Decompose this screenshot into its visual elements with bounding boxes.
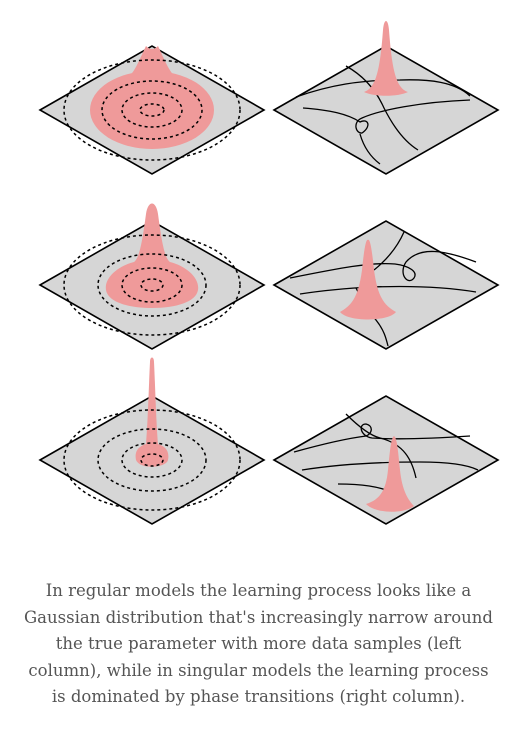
distribution-base (105, 203, 199, 308)
distribution-peak (124, 46, 180, 80)
row-1-left-panel (38, 45, 266, 175)
contour-outer (63, 234, 241, 336)
loss-curve (301, 461, 479, 471)
contour-center (140, 453, 164, 467)
contour-middle (97, 428, 207, 492)
distribution-base (90, 71, 214, 149)
loss-curve (293, 423, 471, 453)
row-2-right-panel (272, 220, 500, 350)
row-3-left-panel (38, 357, 266, 525)
loss-curve (345, 413, 417, 479)
contour-inner (121, 267, 183, 303)
figure (38, 21, 500, 525)
contour-middle (97, 253, 207, 317)
row-3-right-panel (272, 395, 500, 525)
row-2-left-panel (38, 203, 266, 350)
contour-center (140, 278, 164, 292)
distribution-spike (366, 436, 414, 512)
distribution-spike (340, 239, 396, 320)
contour-middle (101, 80, 203, 140)
contour-inner (121, 92, 183, 128)
contour-inner (121, 442, 183, 478)
contour-outer (63, 59, 241, 161)
singular-model-plane (272, 220, 500, 350)
row-1-right-panel (272, 21, 500, 175)
contour-center (139, 103, 165, 117)
loss-curve (373, 231, 405, 271)
loss-curve (359, 133, 381, 165)
contour-outer (63, 409, 241, 511)
distribution-spike (364, 21, 408, 96)
distribution-spike (135, 357, 169, 467)
loss-curve (295, 79, 471, 98)
loss-curve (302, 99, 471, 134)
loss-curve (289, 250, 477, 282)
figure-caption: In regular models the learning process l… (24, 581, 493, 706)
loss-curve (345, 65, 419, 151)
